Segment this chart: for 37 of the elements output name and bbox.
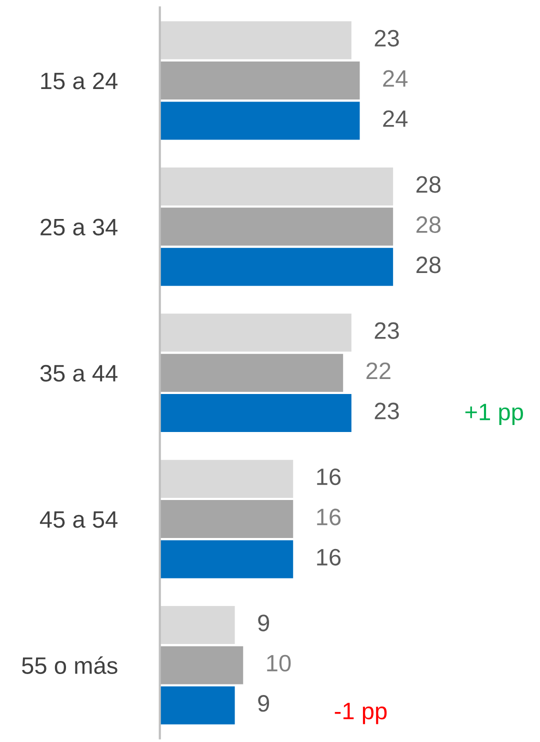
y-tick-label: 25 a 34 xyxy=(40,218,118,236)
y-tick-label: 35 a 44 xyxy=(40,364,118,382)
bar xyxy=(160,62,360,100)
bar xyxy=(160,686,235,724)
bar xyxy=(160,500,294,538)
bar xyxy=(160,460,294,498)
bar xyxy=(160,167,394,206)
data-label: 24 xyxy=(383,70,408,87)
data-label: 9 xyxy=(258,614,270,632)
y-tick-label: 45 a 54 xyxy=(40,511,118,528)
data-label: 22 xyxy=(366,362,390,379)
bar xyxy=(160,646,244,684)
bar xyxy=(160,21,352,60)
data-label: 23 xyxy=(374,322,399,339)
bar xyxy=(160,102,360,140)
bar xyxy=(160,248,394,286)
data-label: 16 xyxy=(317,508,341,526)
y-tick-label: 15 a 24 xyxy=(41,72,118,90)
bar xyxy=(160,314,352,352)
bar xyxy=(160,394,352,432)
data-label: 9 xyxy=(258,695,270,712)
data-label: 28 xyxy=(416,256,441,274)
y-tick-label: 55 o más xyxy=(22,656,118,674)
bar xyxy=(160,208,394,246)
data-label: 24 xyxy=(383,110,408,127)
data-label: 16 xyxy=(317,468,341,486)
data-label: 28 xyxy=(416,216,441,234)
data-label: 23 xyxy=(374,30,399,47)
bar xyxy=(160,354,344,392)
bar xyxy=(160,540,294,578)
text: +1 pp xyxy=(465,404,523,426)
annotation: -1 pp xyxy=(334,702,387,724)
data-label: 10 xyxy=(267,654,291,672)
bar xyxy=(160,606,235,644)
data-label: 16 xyxy=(317,548,341,566)
data-label: 28 xyxy=(416,176,441,193)
data-label: 23 xyxy=(374,402,399,420)
